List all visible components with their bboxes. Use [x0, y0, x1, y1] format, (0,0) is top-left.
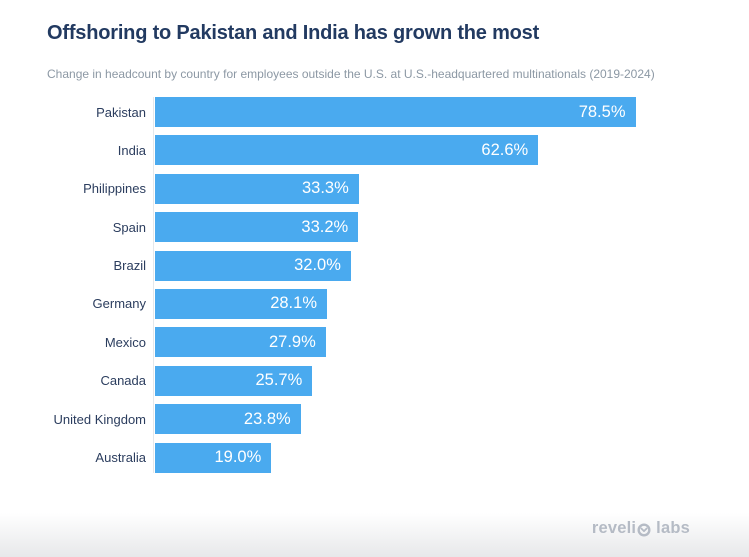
- chart-subtitle: Change in headcount by country for emplo…: [47, 67, 655, 81]
- chart-row: Spain 33.2%: [40, 212, 749, 243]
- bar-chart: Pakistan 78.5% India 62.6% Philippines 33.3% S…: [40, 97, 749, 481]
- chart-row: Pakistan 78.5%: [40, 97, 749, 127]
- bar: 32.0%: [155, 250, 351, 281]
- chart-title: Offshoring to Pakistan and India has gro…: [47, 22, 540, 44]
- chart-row: Brazil 32.0%: [40, 250, 749, 281]
- bar: 25.7%: [155, 365, 313, 396]
- bar: 78.5%: [155, 97, 636, 127]
- bar-track: 33.3%: [153, 173, 749, 204]
- y-axis-line: [153, 97, 154, 473]
- bar-track: 32.0%: [153, 250, 749, 281]
- bar: 33.2%: [155, 212, 359, 243]
- bar-track: 25.7%: [153, 365, 749, 396]
- bar-track: 23.8%: [153, 404, 749, 435]
- value-label: 19.0%: [214, 448, 262, 467]
- chart-row: Australia 19.0%: [40, 442, 749, 473]
- chart-row: India 62.6%: [40, 135, 749, 166]
- value-label: 23.8%: [243, 409, 291, 428]
- value-label: 27.9%: [269, 332, 316, 351]
- logo-text-labs: labs: [656, 519, 690, 537]
- category-label: Philippines: [83, 181, 146, 197]
- bar: 23.8%: [155, 404, 301, 435]
- bar: 28.1%: [155, 288, 327, 319]
- bar-track: 33.2%: [153, 212, 749, 243]
- bar-track: 78.5%: [153, 97, 749, 127]
- category-label: Canada: [100, 373, 146, 389]
- bar-track: 28.1%: [153, 288, 749, 319]
- bar-track: 62.6%: [153, 135, 749, 166]
- value-label: 32.0%: [294, 256, 341, 275]
- category-label: Mexico: [104, 334, 146, 350]
- chart-row: United Kingdom 23.8%: [40, 404, 749, 435]
- chart-row: Philippines 33.3%: [40, 173, 749, 204]
- chart-row: Germany 28.1%: [40, 288, 749, 319]
- bar: 19.0%: [155, 442, 272, 473]
- bar-track: 27.9%: [153, 327, 749, 358]
- bar: 33.3%: [155, 173, 359, 204]
- category-label: Pakistan: [96, 104, 146, 120]
- value-label: 62.6%: [481, 140, 529, 159]
- category-label: Germany: [92, 296, 146, 312]
- category-label: India: [117, 142, 146, 158]
- bar: 27.9%: [155, 327, 326, 358]
- value-label: 78.5%: [578, 102, 626, 121]
- bar: 62.6%: [155, 135, 539, 166]
- logo-o-mark-icon: [637, 522, 651, 537]
- revelio-labs-logo: reveli labs: [592, 519, 690, 538]
- value-label: 28.1%: [270, 294, 317, 313]
- bar-track: 19.0%: [153, 442, 749, 473]
- chart-row: Canada 25.7%: [40, 365, 749, 396]
- chart-row: Mexico 27.9%: [40, 327, 749, 358]
- value-label: 33.2%: [301, 217, 349, 236]
- logo-text-reveli: reveli: [591, 519, 637, 537]
- category-label: Brazil: [113, 258, 146, 274]
- category-label: United Kingdom: [53, 411, 147, 427]
- category-label: Spain: [112, 219, 146, 235]
- category-label: Australia: [95, 450, 146, 466]
- bar-rows: Pakistan 78.5% India 62.6% Philippines 33.3% S…: [40, 97, 749, 473]
- value-label: 25.7%: [255, 371, 303, 390]
- value-label: 33.3%: [302, 179, 349, 198]
